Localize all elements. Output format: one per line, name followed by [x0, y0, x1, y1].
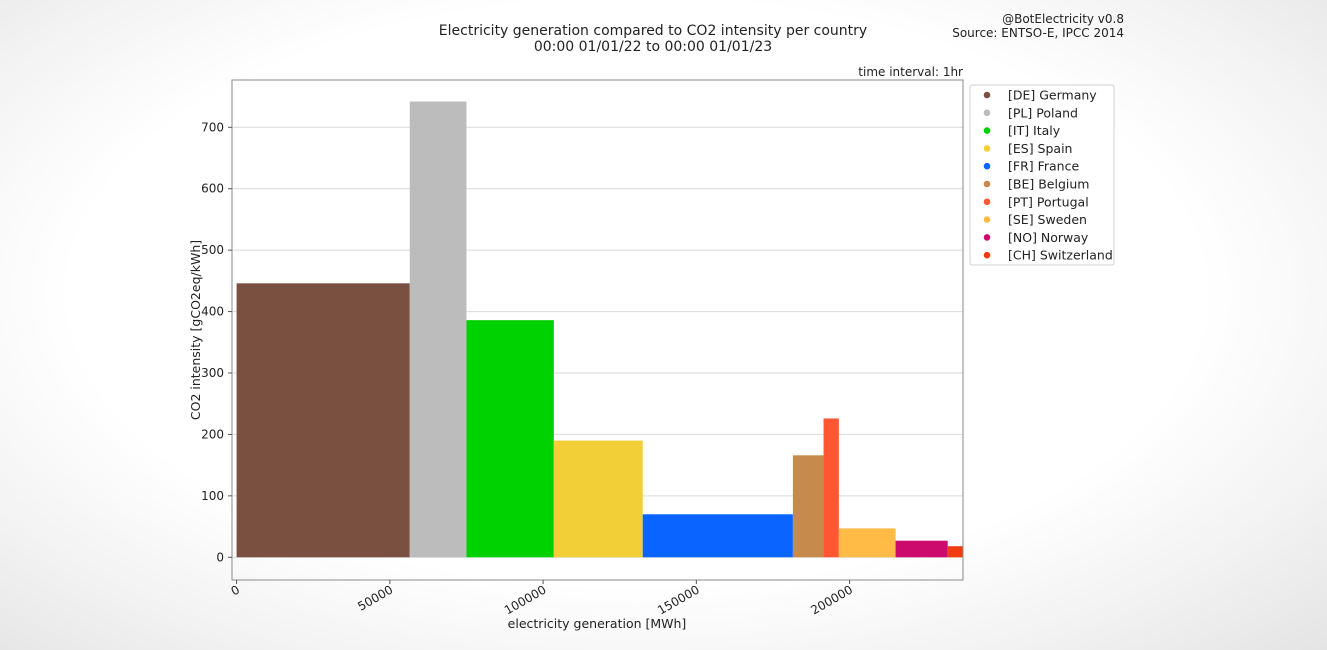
y-tick-label: 100 [201, 489, 224, 503]
legend-marker [983, 251, 991, 259]
y-tick-label: 700 [201, 120, 224, 134]
plot-frame [231, 79, 964, 581]
legend-label: [IT] Italy [1008, 123, 1061, 138]
y-axis-label: CO2 intensity [gCO2eq/kWh] [188, 240, 203, 420]
legend-label: [SE] Sweden [1008, 212, 1087, 227]
bar-no-norway [895, 540, 948, 558]
y-axis-ticks: 0 100 200 300 400 500 600 700 [201, 120, 232, 564]
y-tick-label: 300 [201, 366, 224, 380]
y-tick-label: 400 [201, 305, 224, 319]
bar-fr-france [642, 514, 793, 558]
bot-credit: @BotElectricity v0.8 [1002, 12, 1124, 26]
legend-marker [983, 162, 991, 170]
legend: [DE] Germany [PL] Poland [IT] Italy [ES] Sp… [983, 88, 1113, 263]
legend-marker [983, 145, 991, 152]
bar-de-germany [236, 283, 410, 558]
legend-marker [983, 198, 991, 206]
y-tick-label: 0 [216, 550, 224, 564]
legend-label: [PL] Poland [1008, 105, 1078, 120]
legend-marker [983, 127, 991, 134]
bar-be-belgium [792, 455, 824, 558]
bar-pl-poland [409, 101, 467, 558]
chart-title: Electricity generation compared to CO2 i… [439, 23, 867, 39]
legend-label: [DE] Germany [1008, 88, 1097, 103]
y-tick-label: 200 [201, 427, 224, 441]
bar-es-spain [553, 440, 643, 558]
legend-label: [CH] Switzerland [1008, 248, 1113, 263]
x-tick-label: 150000 [655, 582, 702, 617]
bar-it-italy [466, 320, 554, 558]
time-interval-label: time interval: 1hr [858, 65, 963, 79]
x-tick-label: 0 [228, 582, 242, 598]
chart-subtitle-date-range: 00:00 01/01/22 to 00:00 01/01/23 [534, 39, 772, 55]
y-tick-label: 500 [201, 243, 224, 257]
legend-box [969, 84, 1115, 266]
bars [236, 101, 963, 558]
legend-marker [983, 180, 991, 188]
x-axis-ticks: 0 50000 100000 150000 200000 [228, 580, 855, 618]
legend-marker [983, 109, 991, 117]
x-axis-label: electricity generation [MWh] [508, 616, 687, 631]
legend-marker [983, 234, 991, 241]
x-tick-label: 50000 [355, 582, 395, 613]
legend-label: [FR] France [1008, 159, 1079, 174]
y-tick-label: 600 [201, 182, 224, 196]
legend-label: [PT] Portugal [1008, 194, 1089, 209]
bar-pt-portugal [823, 418, 839, 558]
legend-label: [NO] Norway [1008, 230, 1089, 245]
legend-marker [983, 216, 991, 223]
legend-label: [BE] Belgium [1008, 177, 1089, 192]
bar-ch-switzerland [947, 546, 963, 558]
x-tick-label: 200000 [808, 582, 855, 617]
bar-se-sweden [838, 528, 896, 558]
x-tick-label: 100000 [502, 582, 549, 617]
legend-label: [ES] Spain [1008, 141, 1072, 156]
legend-marker [983, 91, 991, 99]
data-source: Source: ENTSO-E, IPCC 2014 [952, 26, 1124, 40]
